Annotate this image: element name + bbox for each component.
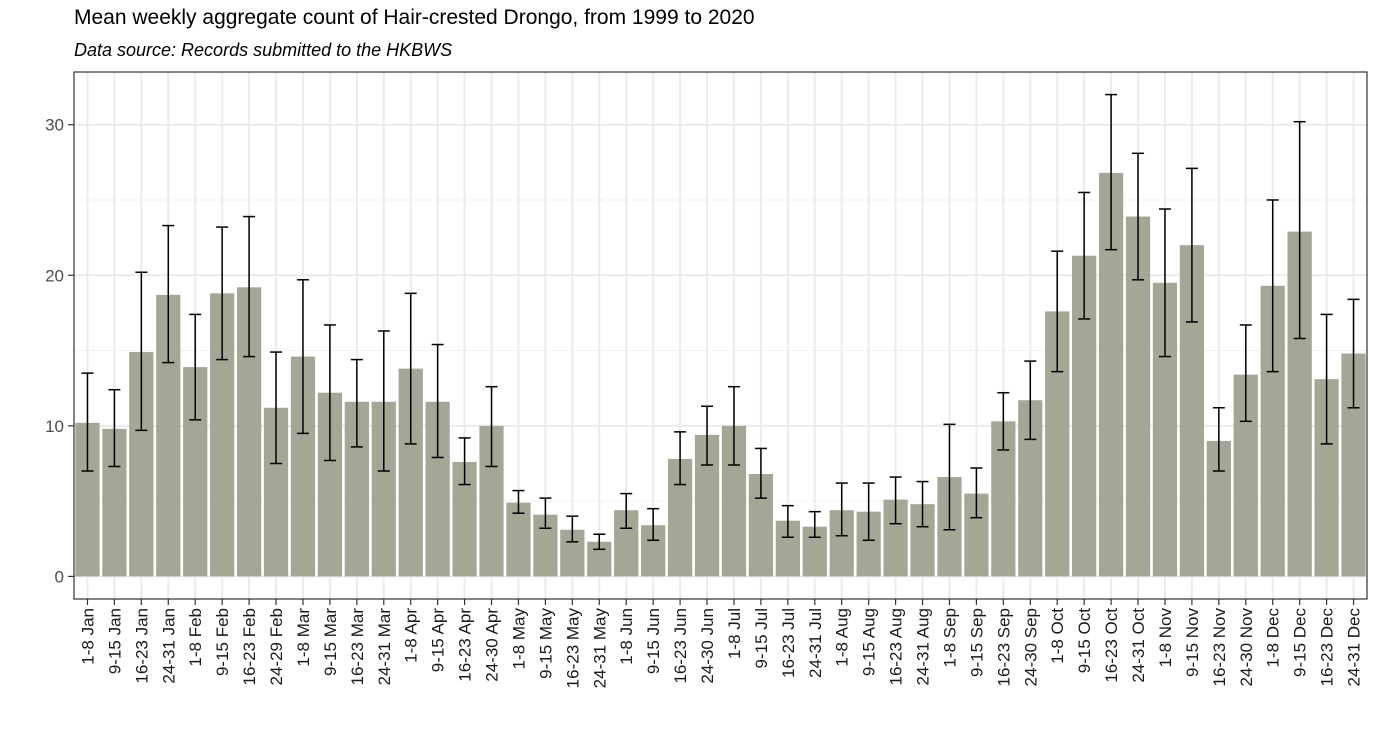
- x-tick-label: 1-8 Oct: [1048, 608, 1067, 664]
- x-tick-label: 9-15 Jun: [644, 608, 663, 674]
- x-tick-label: 16-23 Apr: [456, 608, 475, 682]
- x-tick-label: 1-8 Apr: [402, 608, 421, 663]
- x-tick-label: 1-8 Feb: [186, 608, 205, 667]
- y-tick-label: 10: [45, 417, 64, 436]
- error-bars: [81, 93, 1360, 551]
- x-tick-label: 24-30 Apr: [483, 608, 502, 682]
- x-tick-label: 16-23 Jul: [779, 608, 798, 678]
- x-tick-label: 24-30 Jun: [698, 608, 717, 684]
- x-tick-label: 1-8 May: [509, 608, 528, 670]
- x-tick-label: 16-23 May: [563, 608, 582, 689]
- x-tick-label: 9-15 Oct: [1075, 608, 1094, 673]
- x-tick-label: 24-31 Dec: [1345, 608, 1364, 687]
- x-tick-label: 1-8 Mar: [294, 608, 313, 667]
- x-tick-label: 16-23 Jun: [671, 608, 690, 684]
- x-tick-label: 24-31 Jul: [806, 608, 825, 678]
- x-tick-label: 24-30 Nov: [1237, 608, 1256, 687]
- x-tick-label: 9-15 Dec: [1291, 608, 1310, 677]
- x-tick-label: 9-15 Nov: [1183, 608, 1202, 677]
- x-tick-label: 16-23 Oct: [1102, 608, 1121, 683]
- x-axis: 1-8 Jan 9-15 Jan 16-23 Jan 24-31 Jan 1-8 Feb…: [78, 599, 1364, 689]
- x-tick-label: 1-8 Nov: [1156, 608, 1175, 668]
- x-tick-label: 9-15 Apr: [429, 608, 448, 673]
- x-tick-label: 1-8 Jan: [78, 608, 97, 665]
- x-tick-label: 1-8 Jun: [617, 608, 636, 665]
- x-tick-label: 24-31 Jan: [159, 608, 178, 684]
- x-tick-label: 16-23 Sep: [994, 608, 1013, 686]
- x-tick-label: 24-31 May: [590, 608, 609, 689]
- x-tick-label: 16-23 Dec: [1318, 608, 1337, 687]
- plot-panel-border: [73, 71, 1368, 600]
- x-tick-label: 9-15 Mar: [321, 608, 340, 676]
- x-tick-label: 16-23 Nov: [1210, 608, 1229, 687]
- chart-title: Mean weekly aggregate count of Hair-cres…: [74, 6, 755, 29]
- x-tick-label: 9-15 May: [536, 608, 555, 679]
- x-tick-label: 9-15 Jan: [105, 608, 124, 674]
- x-tick-label: 24-29 Feb: [267, 608, 286, 686]
- y-tick-label: 30: [45, 116, 64, 135]
- x-tick-label: 24-31 Mar: [375, 608, 394, 686]
- x-tick-label: 9-15 Aug: [860, 608, 879, 676]
- x-tick-label: 1-8 Jul: [725, 608, 744, 659]
- plot-panel: [74, 72, 1367, 599]
- y-tick-label: 20: [45, 266, 64, 285]
- x-tick-label: 16-23 Jan: [132, 608, 151, 684]
- bar: [506, 502, 531, 577]
- x-tick-label: 1-8 Sep: [940, 608, 959, 668]
- x-tick-label: 24-30 Sep: [1021, 608, 1040, 686]
- x-tick-label: 16-23 Aug: [887, 608, 906, 686]
- x-tick-label: 16-23 Mar: [348, 608, 367, 686]
- y-axis: 0 10 20 30: [45, 116, 74, 586]
- x-tick-label: 9-15 Jul: [752, 608, 771, 668]
- x-tick-label: 1-8 Dec: [1264, 608, 1283, 668]
- x-tick-label: 24-31 Oct: [1129, 608, 1148, 683]
- x-tick-label: 9-15 Sep: [967, 608, 986, 677]
- x-tick-label: 1-8 Aug: [833, 608, 852, 667]
- x-tick-label: 24-31 Aug: [914, 608, 933, 686]
- x-tick-label: 16-23 Feb: [240, 608, 259, 686]
- chart-subtitle: Data source: Records submitted to the HK…: [74, 40, 453, 60]
- y-tick-label: 0: [55, 567, 64, 586]
- x-tick-label: 9-15 Feb: [213, 608, 232, 676]
